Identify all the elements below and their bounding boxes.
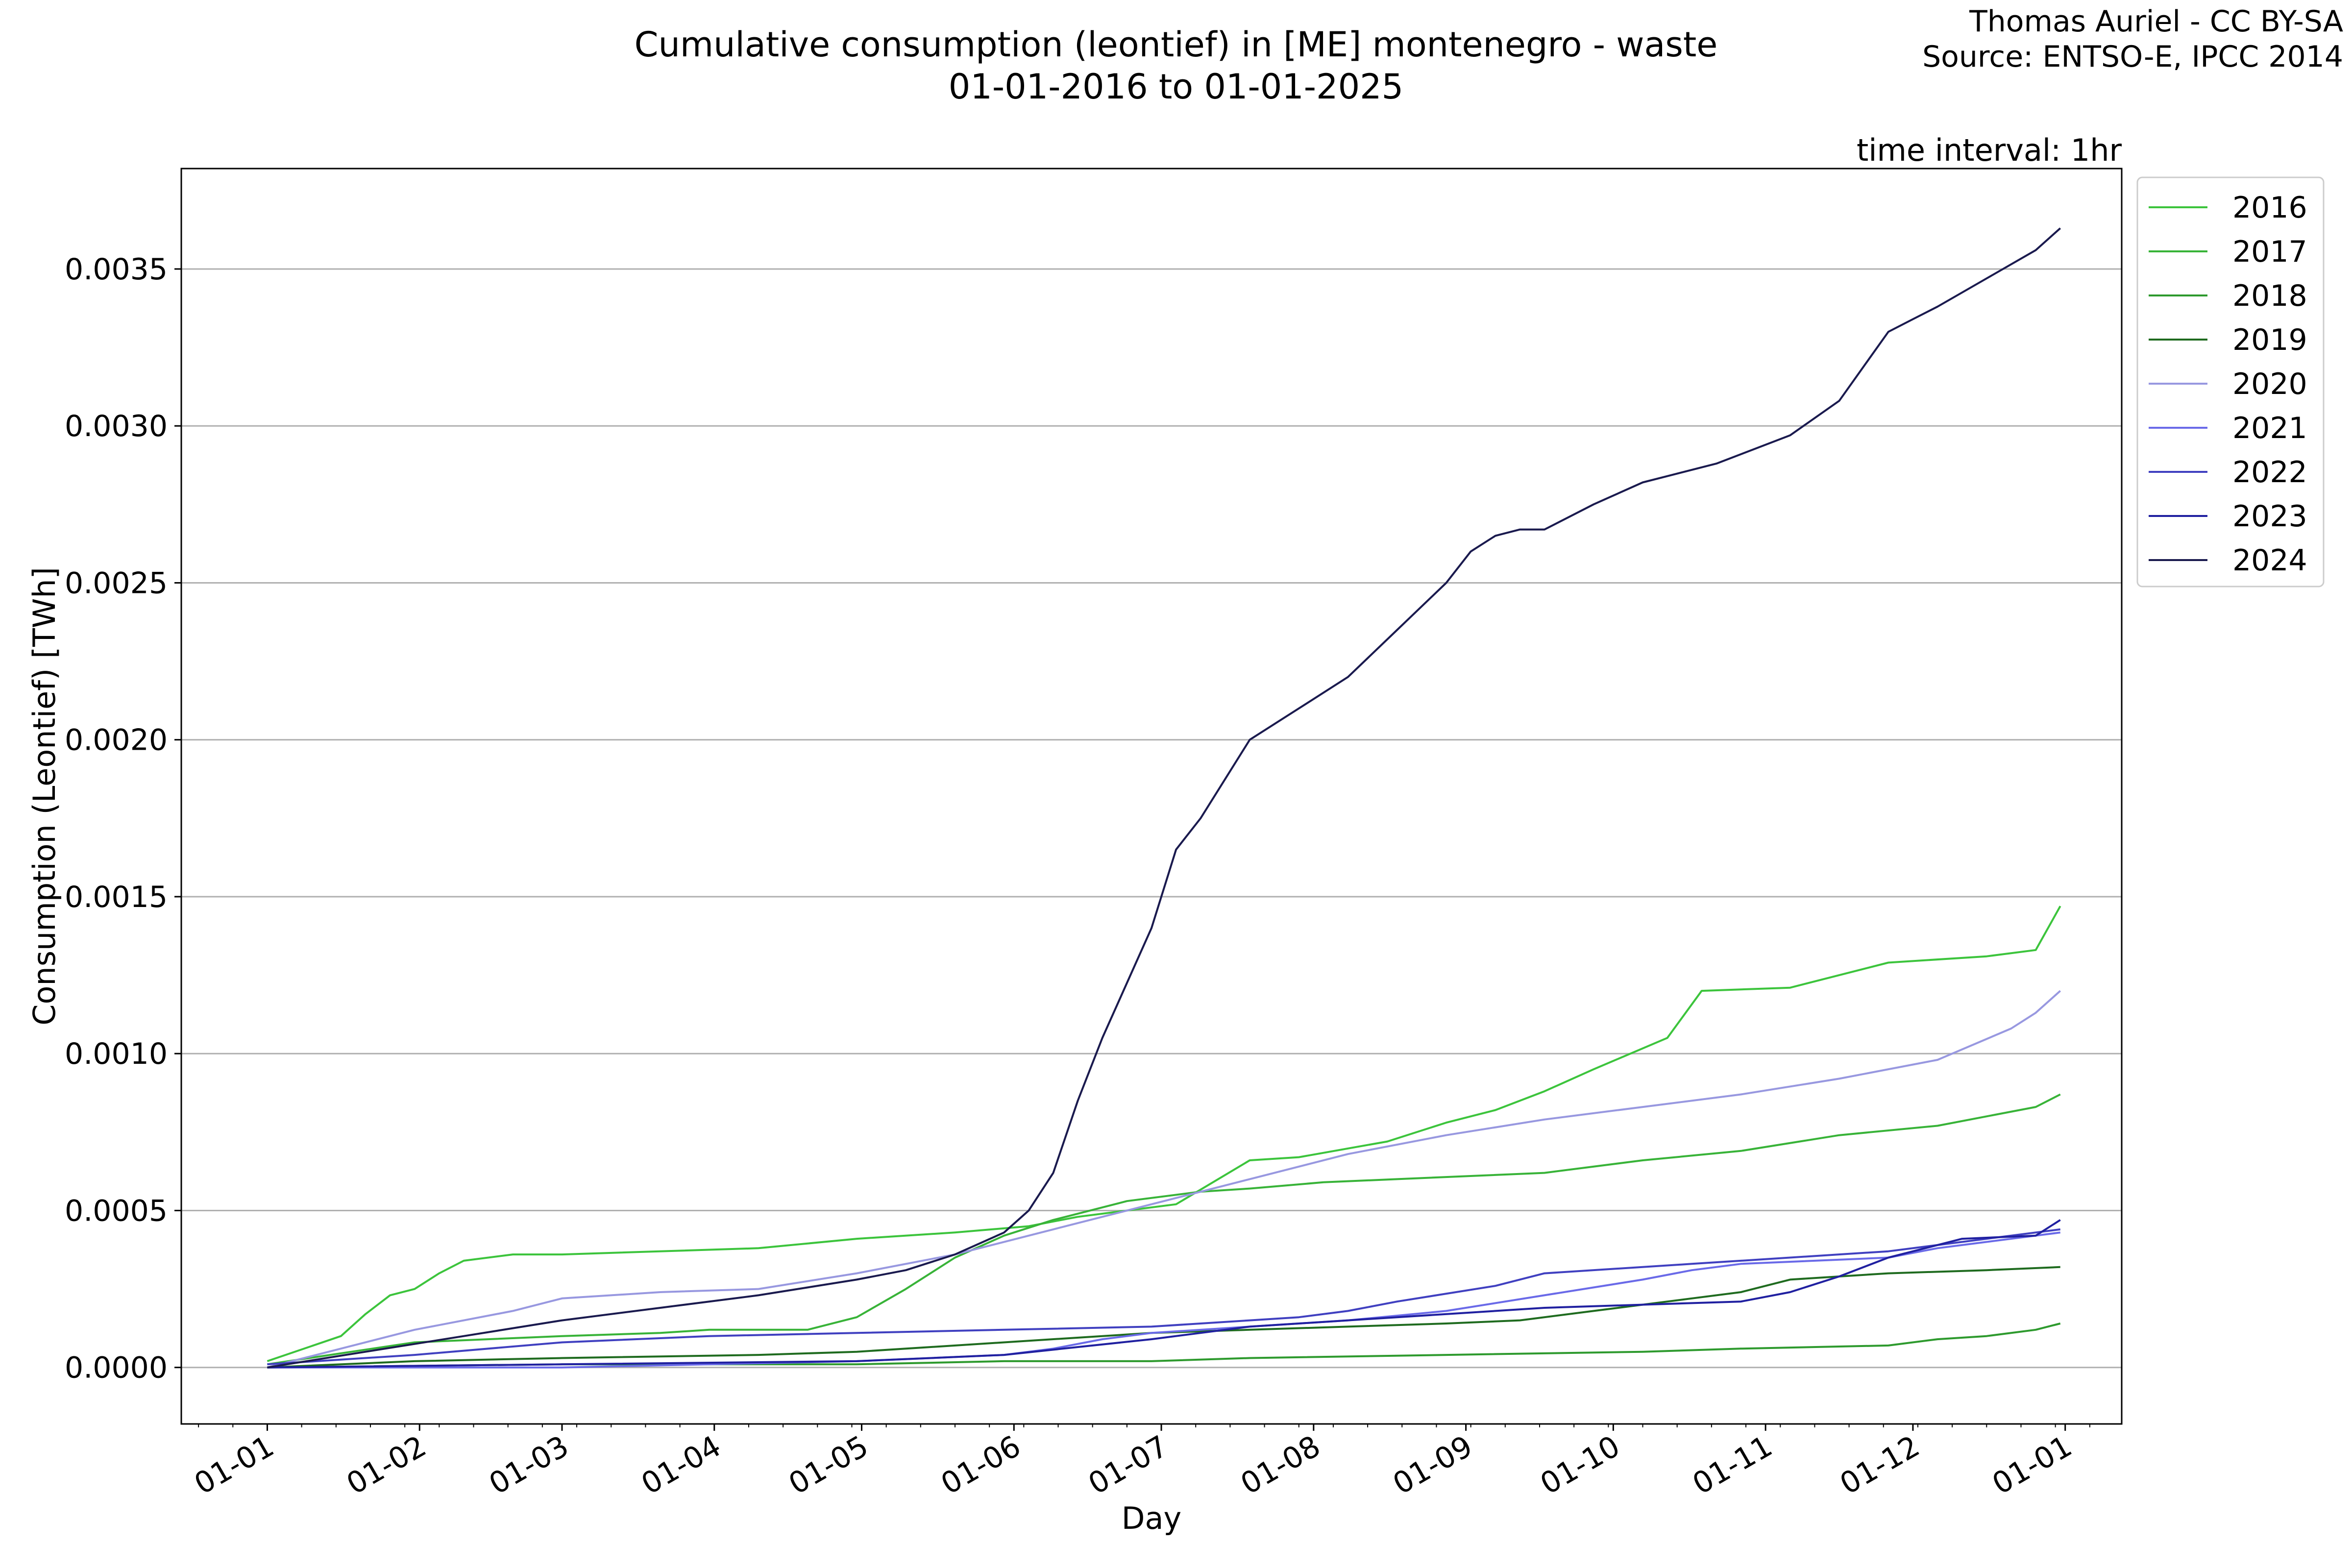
series-line-2023 [267, 1219, 2061, 1369]
series-line-2016 [267, 906, 2061, 1362]
series-line-2022 [267, 1228, 2060, 1366]
x-tick-label: 01-08 [1235, 1429, 1326, 1501]
series-line-2017 [267, 1093, 2061, 1366]
legend: 2016 2017 2018 2019 2020 2021 2022 2023 2024 [2136, 176, 2325, 588]
x-axis-label: Day [1122, 1500, 1181, 1536]
chart-title-line2: 01-01-2016 to 01-01-2025 [948, 67, 1404, 107]
x-tick-label: 01-04 [636, 1429, 727, 1501]
x-axis-ticks: 01-01 01-02 01-03 01-04 01-05 01-06 01-07 01-08… [189, 1424, 2090, 1501]
legend-label-2016: 2016 [2232, 191, 2307, 225]
y-tick-label: 0.0025 [65, 566, 168, 600]
x-tick-label: 01-01 [189, 1429, 280, 1501]
grid-lines [181, 268, 2122, 1369]
legend-label-2017: 2017 [2232, 235, 2307, 269]
x-tick-label: 01-11 [1687, 1429, 1778, 1501]
legend-label-2023: 2023 [2232, 499, 2307, 534]
y-tick-label: 0.0000 [65, 1351, 168, 1385]
x-tick-label: 01-02 [341, 1429, 432, 1501]
legend-box [2136, 176, 2325, 588]
chart-title: Cumulative consumption (leontief) in [ME… [490, 24, 1862, 108]
y-axis-ticks: 0.0000 0.0005 0.0010 0.0015 0.0020 0.0025 0.00… [65, 252, 181, 1385]
y-tick-label: 0.0020 [65, 723, 168, 758]
y-tick-label: 0.0005 [65, 1194, 168, 1228]
y-tick-label: 0.0035 [65, 252, 168, 287]
x-tick-label: 01-09 [1387, 1429, 1478, 1501]
legend-label-2021: 2021 [2232, 411, 2307, 445]
y-axis-label: Consumption (Leontief) [TWh] [26, 567, 62, 1026]
legend-label-2020: 2020 [2232, 367, 2307, 401]
credit-block: Thomas Auriel - CC BY-SA Source: ENTSO-E… [1922, 4, 2343, 74]
series-line-2020 [267, 990, 2061, 1369]
y-tick-label: 0.0015 [65, 880, 168, 914]
x-tick-label: 01-10 [1535, 1429, 1626, 1501]
x-tick-label: 01-12 [1834, 1429, 1925, 1501]
legend-label-2019: 2019 [2232, 323, 2307, 357]
series-line-2019 [267, 1266, 2060, 1369]
x-tick-label: 01-03 [483, 1429, 574, 1501]
x-tick-label: 01-07 [1083, 1429, 1174, 1501]
time-interval-label: time interval: 1hr [1857, 132, 2122, 168]
plot-frame [180, 168, 2123, 1425]
legend-label-2022: 2022 [2232, 455, 2307, 490]
x-tick-label: 01-01 [1986, 1429, 2078, 1501]
x-tick-label: 01-06 [935, 1429, 1027, 1501]
credit-source: Source: ENTSO-E, IPCC 2014 [1922, 40, 2343, 74]
x-tick-label: 01-05 [783, 1429, 874, 1501]
credit-author: Thomas Auriel - CC BY-SA [1969, 4, 2343, 39]
series-line-2024 [267, 227, 2061, 1369]
y-tick-label: 0.0010 [65, 1037, 168, 1071]
y-tick-label: 0.0030 [65, 409, 168, 443]
series-lines [267, 227, 2061, 1369]
legend-label-2018: 2018 [2232, 279, 2307, 313]
series-line-2018 [267, 1323, 2061, 1369]
chart-title-line1: Cumulative consumption (leontief) in [ME… [634, 24, 1718, 65]
legend-label-2024: 2024 [2232, 543, 2307, 578]
